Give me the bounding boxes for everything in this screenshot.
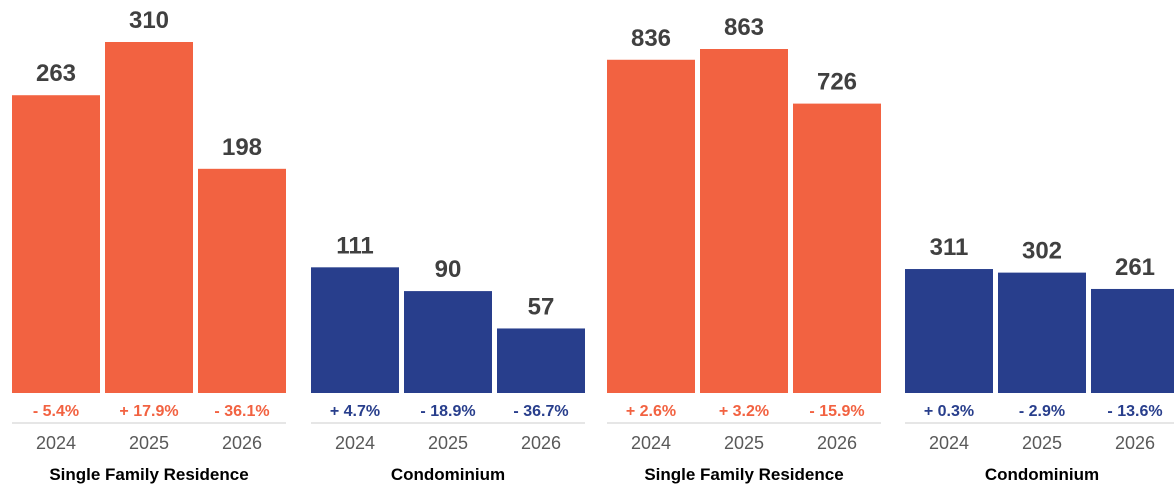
group-label: Condominium: [985, 465, 1099, 484]
bar: [198, 168, 286, 393]
bar-group-condominium: 311 + 0.3% 2024 302 - 2.9% 2025 261 - 13.6% 2026…: [905, 234, 1174, 484]
bar: [404, 291, 492, 393]
change-label: + 17.9%: [119, 403, 178, 420]
bar: [105, 42, 193, 393]
value-label: 90: [435, 256, 462, 283]
change-label: - 15.9%: [809, 403, 864, 420]
change-label: - 36.7%: [513, 403, 568, 420]
value-label: 198: [222, 134, 262, 161]
value-label: 836: [631, 25, 671, 52]
year-tick-label: 2025: [724, 433, 764, 453]
value-label: 57: [528, 293, 555, 320]
bar-group-condominium: 111 + 4.7% 2024 90 - 18.9% 2025 57 - 36.7% 2026 C…: [311, 232, 585, 484]
bar-group-single-family: 836 + 2.6% 2024 863 + 3.2% 2025 726 - 15.9% 2026…: [607, 14, 881, 484]
year-tick-label: 2025: [1022, 433, 1062, 453]
year-tick-label: 2024: [929, 433, 969, 453]
group-label: Single Family Residence: [49, 465, 248, 484]
group-label: Condominium: [391, 465, 505, 484]
bar: [905, 269, 993, 393]
change-label: - 18.9%: [420, 403, 475, 420]
value-label: 726: [817, 69, 857, 96]
chart-panel-1: 263 - 5.4% 2024 310 + 17.9% 2025 198 - 36.1% 202…: [12, 7, 585, 484]
year-tick-label: 2024: [36, 433, 76, 453]
year-tick-label: 2026: [1115, 433, 1155, 453]
value-label: 261: [1115, 254, 1155, 281]
bar: [998, 272, 1086, 393]
value-label: 311: [930, 234, 969, 261]
change-label: - 13.6%: [1107, 403, 1162, 420]
change-label: - 36.1%: [214, 403, 269, 420]
value-label: 863: [724, 14, 764, 41]
value-label: 310: [129, 7, 169, 34]
value-label: 111: [336, 232, 373, 259]
year-tick-label: 2025: [129, 433, 169, 453]
year-tick-label: 2026: [222, 433, 262, 453]
change-label: + 3.2%: [719, 403, 769, 420]
bar: [311, 267, 399, 393]
year-tick-label: 2024: [335, 433, 375, 453]
value-label: 263: [36, 60, 76, 87]
bar: [497, 328, 585, 393]
group-label: Single Family Residence: [644, 465, 843, 484]
year-tick-label: 2026: [817, 433, 857, 453]
year-tick-label: 2026: [521, 433, 561, 453]
change-label: + 2.6%: [626, 403, 676, 420]
bar: [793, 103, 881, 394]
year-tick-label: 2024: [631, 433, 671, 453]
chart-panel-2: 836 + 2.6% 2024 863 + 3.2% 2025 726 - 15.9% 2026…: [607, 14, 1174, 484]
bar: [607, 59, 695, 394]
bar: [12, 95, 100, 393]
change-label: + 4.7%: [330, 403, 380, 420]
value-label: 302: [1022, 238, 1062, 265]
change-label: - 5.4%: [33, 403, 79, 420]
year-tick-label: 2025: [428, 433, 468, 453]
bar: [700, 49, 788, 393]
change-label: + 0.3%: [924, 403, 974, 420]
bar: [1091, 288, 1174, 393]
change-label: - 2.9%: [1019, 403, 1065, 420]
bar-group-single-family: 263 - 5.4% 2024 310 + 17.9% 2025 198 - 36.1% 202…: [12, 7, 286, 484]
